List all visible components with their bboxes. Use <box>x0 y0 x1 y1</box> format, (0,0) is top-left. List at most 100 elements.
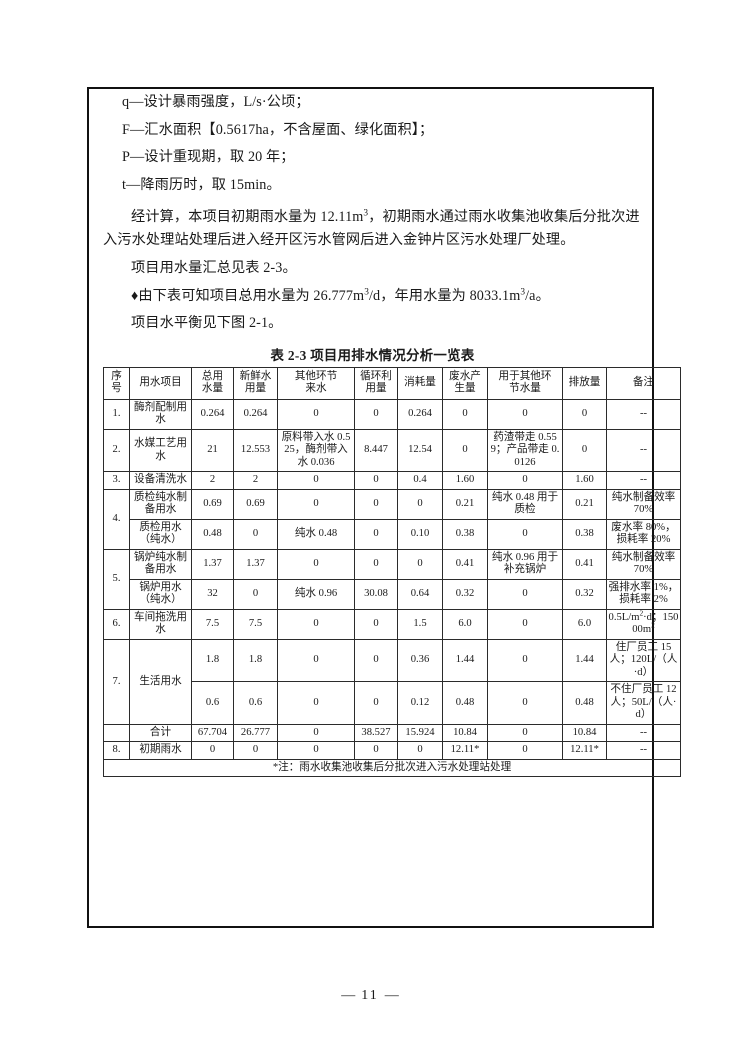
cell-total-water: 0.264 <box>191 398 234 430</box>
table-row: 1. 酶剂配制用水 0.264 0.264 0 0 0.264 0 0 0 -- <box>103 398 681 430</box>
cell-fresh-water: 12.553 <box>233 428 278 473</box>
cell-fresh-water: 1.37 <box>233 548 278 580</box>
cell-for-other-section: 0 <box>487 398 563 430</box>
cell-cycle-use: 30.08 <box>354 578 398 610</box>
cell-wastewater: 0.38 <box>442 518 488 550</box>
page-content: q—设计暴雨强度，L/s·公顷； F—汇水面积【0.5617ha，不含屋面、绿化… <box>103 95 681 778</box>
table-row: 锅炉用水（纯水） 32 0 纯水 0.96 30.08 0.64 0.32 0 0.32 强排水率… <box>104 578 681 610</box>
cell-water-item: 质检用水（纯水） <box>129 518 192 550</box>
cell-fresh-water: 0 <box>233 741 278 760</box>
cell-water-item: 合计 <box>129 723 192 743</box>
cell-remark: 强排水率 1%，损耗率 2% <box>606 578 681 610</box>
cell-serial-number: 6. <box>103 608 130 640</box>
cell-wastewater: 0.21 <box>442 488 488 520</box>
cell-total-water: 0 <box>191 741 234 760</box>
cell-other-inflow: 0 <box>277 471 355 490</box>
cell-consumption: 0.12 <box>397 681 443 725</box>
footer-dash-left: — <box>341 988 356 1003</box>
cell-discharge: 0.48 <box>562 681 607 725</box>
cell-total-water: 1.37 <box>191 548 234 580</box>
cell-discharge: 0.21 <box>562 488 607 520</box>
table-row: 4. 质检纯水制备用水 0.69 0.69 0 0 0 0.21 纯水 0.48 用于质检 0.2… <box>103 488 681 550</box>
cell-total-water: 32 <box>191 578 234 610</box>
cell-cycle-use: 0 <box>354 741 398 760</box>
cell-remark: 住厂员工 15 人；120L/（人·d） <box>606 638 681 683</box>
cell-total-water: 21 <box>191 428 234 473</box>
cell-other-inflow: 0 <box>277 681 355 725</box>
cell-discharge: 1.60 <box>562 471 607 490</box>
cell-other-inflow: 0 <box>277 741 355 760</box>
cell-fresh-water: 0 <box>233 518 278 550</box>
total-water-prefix: ♦由下表可知项目总用水量为 26.777m <box>131 287 365 304</box>
col-header-sn: 序号 <box>103 366 130 400</box>
page-number: 11 <box>361 988 379 1003</box>
cell-total-water: 0.69 <box>191 488 234 520</box>
col-header-fresh: 新鲜水 用量 <box>233 366 278 400</box>
table-row: 0.6 0.6 0 0 0.12 0.48 0 0.48 不住厂员工 12人；50L/（人·d） <box>104 681 681 725</box>
cell-total-water: 7.5 <box>191 608 234 640</box>
cell-remark: -- <box>606 741 681 760</box>
cell-consumption: 12.54 <box>397 428 443 473</box>
cell-total-water: 67.704 <box>191 723 234 743</box>
cell-remark: 废水率 80%，损耗率 20% <box>606 518 681 550</box>
total-water-mid: /d，年用水量为 8033.1m <box>368 287 521 304</box>
rainwater-calc-prefix: 经计算，本项目初期雨水量为 12.11m <box>131 208 364 225</box>
total-water-sup1: 3 <box>364 286 369 297</box>
cell-remark: -- <box>606 428 681 473</box>
cell-remark: 纯水制备效率 70% <box>606 548 681 580</box>
cell-water-item: 锅炉纯水制备用水 <box>129 548 192 580</box>
footer-dash-right: — <box>384 988 399 1003</box>
cell-discharge: 0 <box>562 428 607 473</box>
table-total-row: 合计 67.704 26.777 0 38.527 15.924 10.84 0 10.84 -- <box>103 723 681 743</box>
rainwater-calc-suffix: ，初期雨水通过雨水收集池收集后分批次进入污水处理站处理后进入经开区污水管网后进入… <box>103 208 640 248</box>
page-footer: — 11 — <box>0 988 740 1004</box>
cell-fresh-water: 2 <box>233 471 278 490</box>
total-water-sup2: 3 <box>520 286 526 297</box>
cell-consumption: 15.924 <box>397 723 443 743</box>
table-row: 6. 车间拖洗用水 7.5 7.5 0 0 1.5 6.0 0 6.0 0.5L/m2·d；1500… <box>103 608 681 640</box>
cell-serial-number: 8. <box>103 741 130 760</box>
cell-wastewater: 1.44 <box>442 638 488 683</box>
cell-for-other-section: 0 <box>487 578 563 610</box>
col-header-discharge: 排放量 <box>562 366 607 400</box>
cell-consumption: 0 <box>397 548 443 580</box>
cell-total-water: 0.48 <box>191 518 234 550</box>
cell-other-inflow: 0 <box>277 608 355 640</box>
cell-discharge: 0 <box>562 398 607 430</box>
cell-other-inflow: 纯水 0.96 <box>277 578 355 610</box>
paragraph-balance-ref: 项目水平衡见下图 2-1。 <box>131 315 283 332</box>
cell-serial-number: 2. <box>103 428 130 473</box>
cell-total-water: 1.8 <box>191 638 234 683</box>
page-frame: q—设计暴雨强度，L/s·公顷； F—汇水面积【0.5617ha，不含屋面、绿化… <box>87 87 681 928</box>
definition-t: t—降雨历时，取 15min。 <box>122 177 281 194</box>
cell-consumption: 0 <box>397 741 443 760</box>
cell-total-water: 0.6 <box>191 681 234 725</box>
cell-cycle-use: 0 <box>354 398 398 430</box>
cell-for-other-section: 0 <box>487 741 563 760</box>
col-header-waste: 废水产 生量 <box>442 366 488 400</box>
col-header-other-inflow: 其他环节 来水 <box>277 366 355 400</box>
table-header-row: 序号 用水项目 总用 水量 新鲜水 用量 其他环节 来水 循环利 用量 消耗量 废水产生… <box>103 366 681 400</box>
cell-water-item: 水媒工艺用水 <box>129 428 192 473</box>
cell-total-water: 2 <box>191 471 234 490</box>
cell-fresh-water: 26.777 <box>233 723 278 743</box>
cell-other-inflow: 0 <box>277 548 355 580</box>
cell-consumption: 0.64 <box>397 578 443 610</box>
table-row: 7. 生活用水 1.8 1.8 0 0 0.36 1.44 0 1.44 住厂员工 15 人；120… <box>103 638 681 725</box>
cell-remark: -- <box>606 723 681 743</box>
cell-wastewater: 1.60 <box>442 471 488 490</box>
cell-for-other-section: 药渣带走 0.559；产品带走 0.0126 <box>487 428 563 473</box>
cell-fresh-water: 7.5 <box>233 608 278 640</box>
col-header-item: 用水项目 <box>129 366 192 400</box>
cell-other-inflow: 0 <box>277 488 355 520</box>
cell-cycle-use: 0 <box>354 488 398 520</box>
cell-for-other-section: 0 <box>487 518 563 550</box>
cell-wastewater: 10.84 <box>442 723 488 743</box>
table-row: 质检用水（纯水） 0.48 0 纯水 0.48 0 0.10 0.38 0 0.38 废水率 80… <box>104 518 681 550</box>
cell-water-item: 车间拖洗用水 <box>129 608 192 640</box>
cell-other-inflow: 0 <box>277 398 355 430</box>
table-caption: 表 2-3 项目用排水情况分析一览表 <box>270 347 475 363</box>
cell-for-other-section: 0 <box>487 638 563 683</box>
cell-for-other-section: 纯水 0.48 用于质检 <box>487 488 563 520</box>
cell-water-item: 初期雨水 <box>129 741 192 760</box>
